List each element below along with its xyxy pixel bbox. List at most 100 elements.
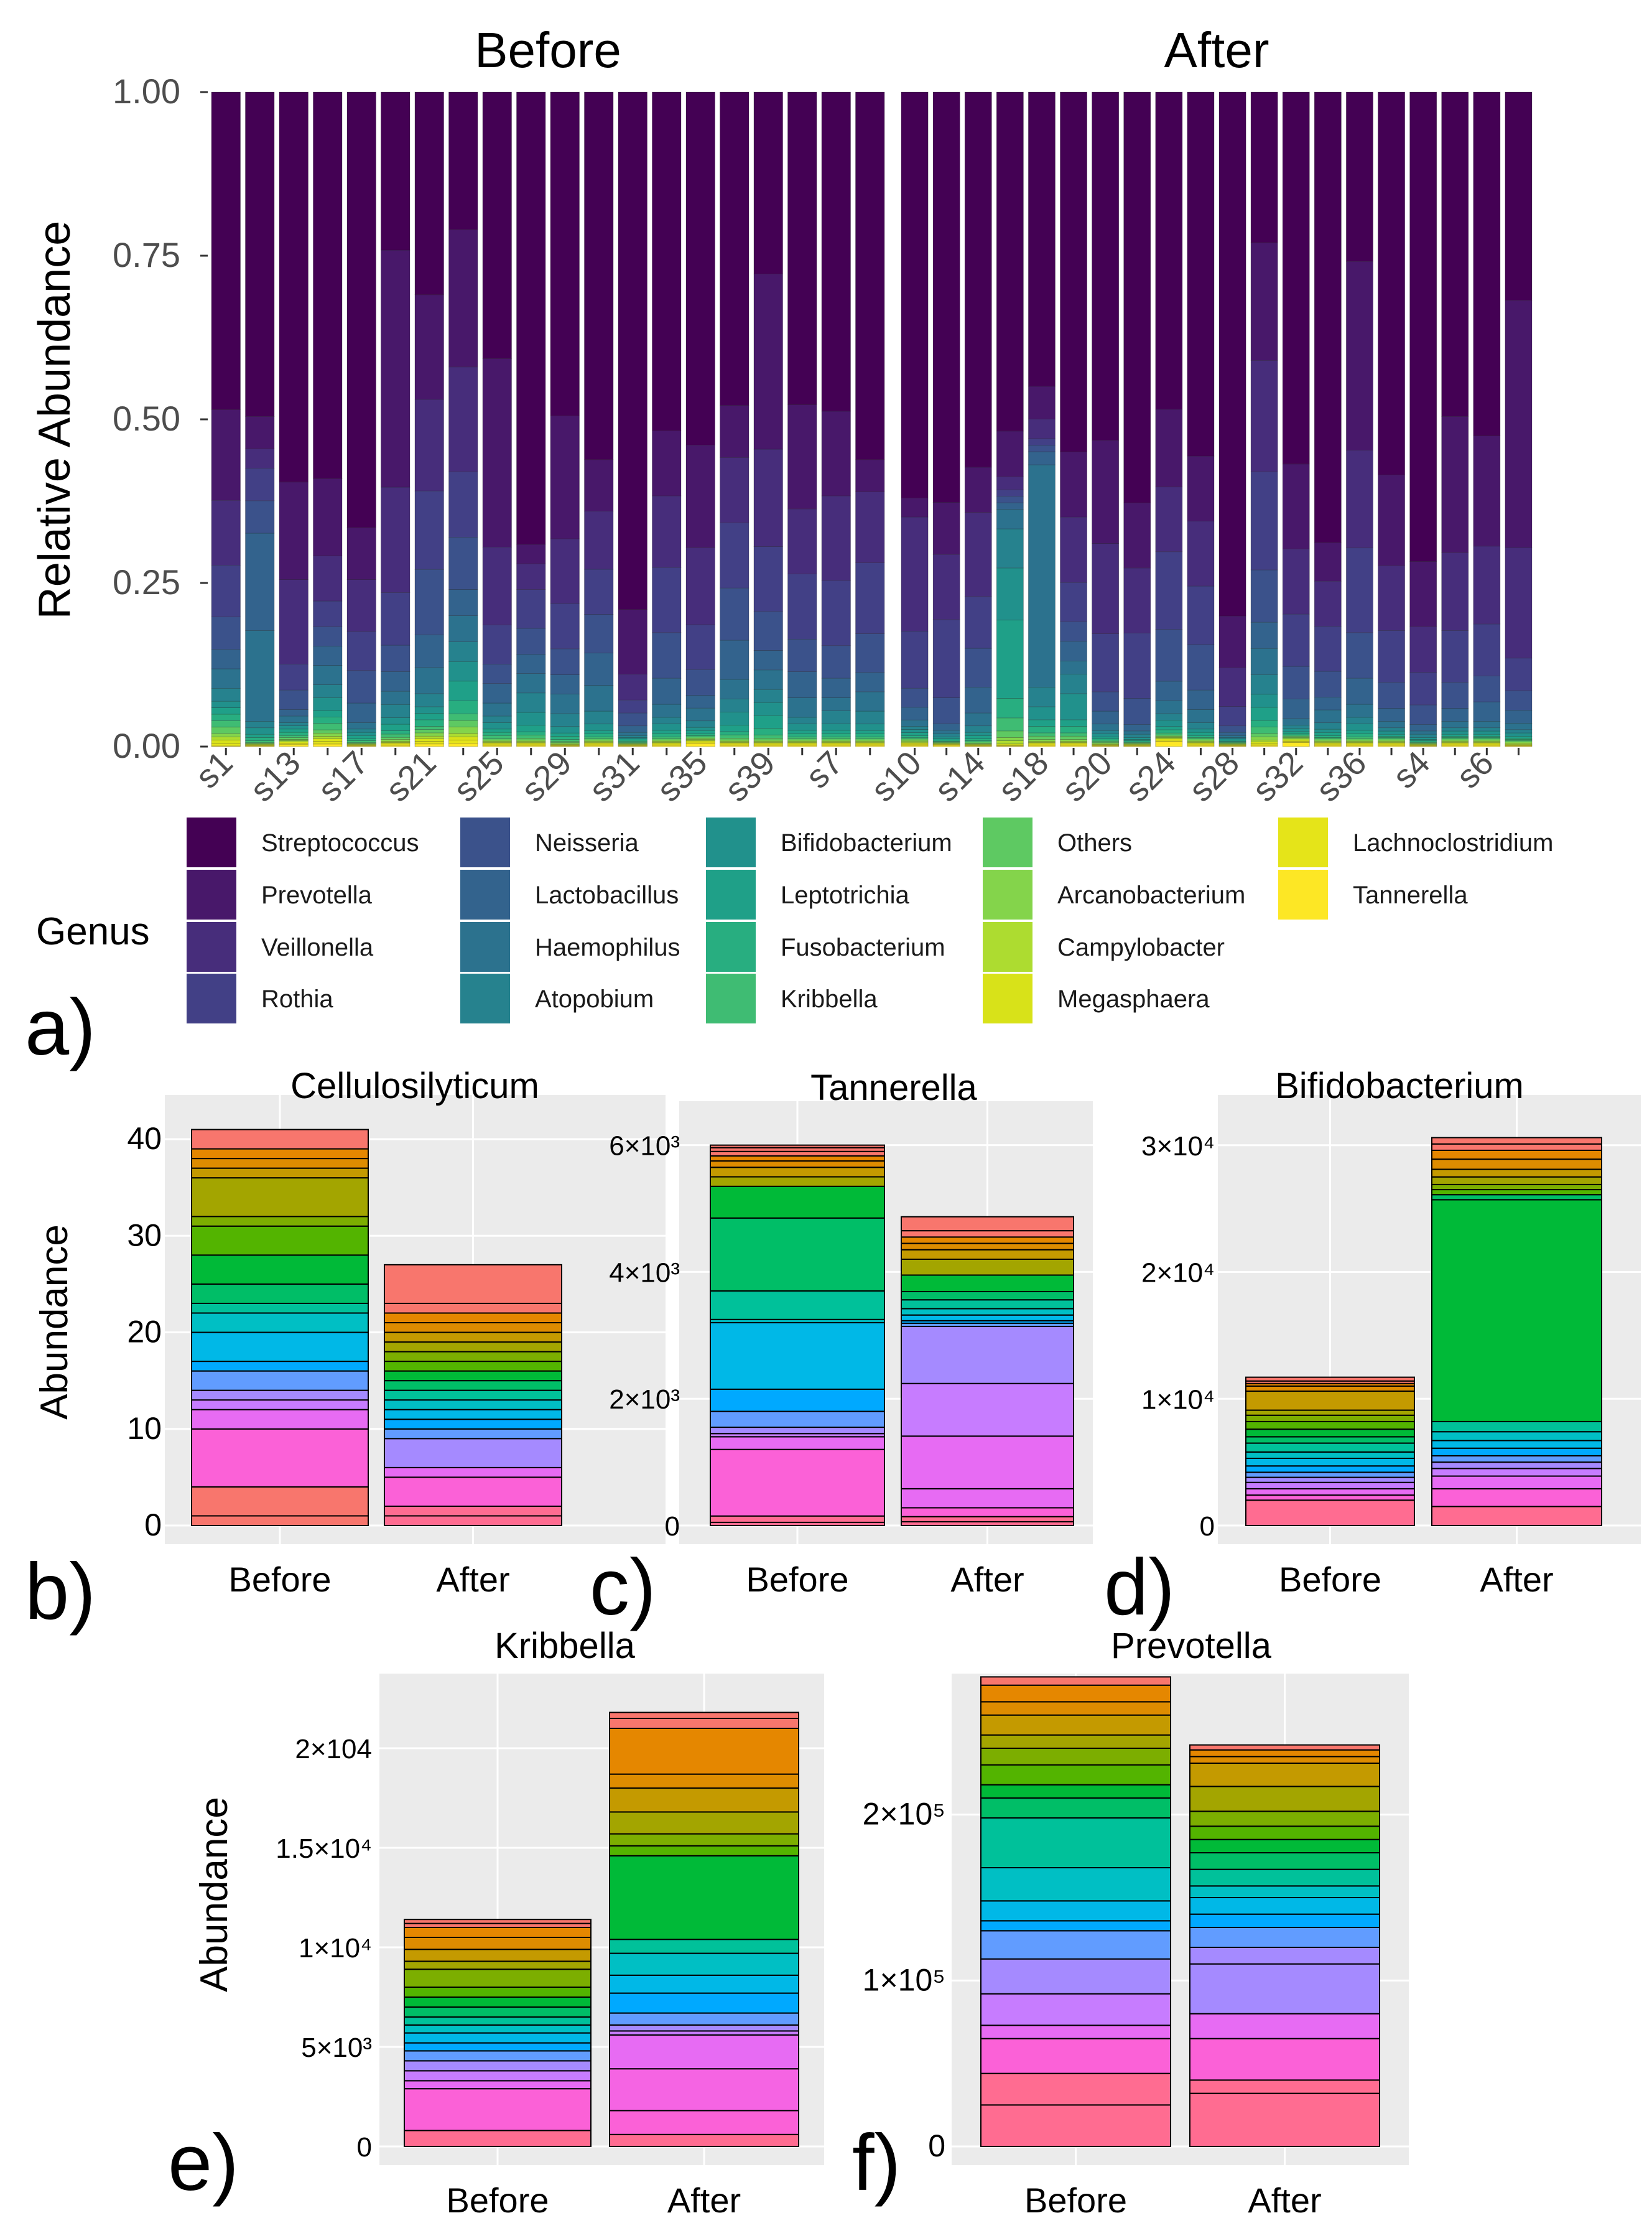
genus-segment	[855, 745, 885, 747]
abundance-segment	[1189, 2038, 1380, 2081]
genus-segment	[313, 743, 343, 747]
genus-segment	[1250, 736, 1278, 740]
abundance-segment	[191, 1370, 369, 1391]
genus-segment	[1473, 676, 1501, 702]
genus-segment	[652, 724, 682, 731]
genus-segment	[720, 740, 749, 742]
x-tick-label: After	[667, 2181, 741, 2213]
genus-segment	[685, 734, 715, 736]
abundance-segment	[980, 1867, 1171, 1902]
genus-segment	[313, 710, 343, 717]
genus-segment	[245, 91, 275, 417]
genus-segment	[1378, 738, 1405, 740]
genus-segment	[1060, 743, 1087, 746]
genus-segment	[245, 630, 275, 722]
facet-title: After	[1164, 22, 1269, 78]
abundance-segment	[901, 1290, 1074, 1301]
genus-segment	[448, 743, 478, 747]
genus-segment	[685, 695, 715, 709]
legend-swatch	[706, 870, 756, 920]
genus-segment	[516, 692, 546, 713]
genus-segment	[932, 740, 960, 742]
genus-segment	[313, 732, 343, 737]
genus-segment	[414, 706, 444, 714]
genus-segment	[381, 249, 411, 488]
genus-segment	[1028, 735, 1056, 740]
genus-segment	[279, 715, 309, 723]
genus-segment	[1092, 733, 1119, 737]
abundance-segment	[609, 1787, 799, 1813]
genus-segment	[685, 730, 715, 734]
genus-segment	[1314, 738, 1342, 740]
genus-segment	[245, 727, 275, 735]
abundance-segment	[901, 1242, 1074, 1251]
genus-segment	[414, 693, 444, 707]
abundance-segment	[609, 1773, 799, 1789]
genus-segment	[753, 742, 783, 745]
genus-segment	[313, 717, 343, 724]
genus-segment	[211, 733, 241, 737]
x-tick-label: s35	[650, 744, 715, 809]
abundance-segment	[1245, 1409, 1415, 1416]
genus-segment	[245, 743, 275, 745]
genus-segment	[1505, 739, 1533, 741]
abundance-segment	[710, 1427, 885, 1435]
genus-segment	[787, 508, 817, 574]
genus-segment	[1409, 704, 1437, 725]
abundance-segment	[1245, 1471, 1415, 1478]
genus-segment	[1218, 91, 1246, 617]
abundance-segment	[1431, 1431, 1602, 1442]
genus-segment	[482, 738, 512, 740]
genus-segment	[964, 648, 992, 687]
abundance-segment	[901, 1326, 1074, 1384]
genus-segment	[1250, 745, 1278, 747]
genus-segment	[516, 589, 546, 629]
legend-item: Prevotella	[187, 870, 373, 920]
abundance-segment	[191, 1302, 369, 1314]
genus-segment	[720, 640, 749, 680]
sample-bar	[1282, 91, 1310, 747]
sample-bar	[821, 91, 851, 747]
genus-segment	[996, 737, 1024, 741]
genus-segment	[550, 694, 580, 714]
genus-segment	[516, 735, 546, 738]
y-tick-label: 1×10⁴	[1141, 1384, 1215, 1415]
genus-segment	[448, 736, 478, 740]
genus-segment	[1250, 91, 1278, 243]
abundance-segment	[710, 1167, 885, 1178]
genus-segment	[1505, 742, 1533, 744]
legend-swatch	[187, 870, 236, 920]
genus-segment	[901, 742, 929, 745]
genus-segment	[1092, 743, 1119, 745]
genus-segment	[381, 671, 411, 692]
abundance-segment	[901, 1249, 1074, 1260]
genus-segment	[996, 730, 1024, 738]
genus-segment	[720, 741, 749, 743]
genus-segment	[381, 717, 411, 725]
genus-segment	[652, 745, 682, 747]
legend-label: Atopobium	[535, 985, 654, 1013]
genus-segment	[1028, 732, 1056, 737]
genus-segment	[1346, 91, 1373, 262]
legend-item: Bifidobacterium	[706, 818, 952, 867]
stacked-bar	[404, 1919, 592, 2147]
genus-segment	[1092, 741, 1119, 743]
sample-bar	[211, 91, 241, 747]
genus-segment	[313, 738, 343, 742]
genus-segment	[279, 735, 309, 738]
genus-segment	[753, 745, 783, 747]
y-tick-label: 1×10⁵	[863, 1962, 945, 1997]
genus-segment	[346, 579, 376, 632]
genus-segment	[211, 500, 241, 566]
stacked-bar	[609, 1712, 799, 2148]
abundance-segment	[980, 2104, 1171, 2147]
legend-swatch	[460, 870, 510, 920]
sample-bar	[279, 91, 309, 747]
genus-segment	[720, 725, 749, 732]
genus-segment	[313, 665, 343, 685]
genus-segment	[652, 736, 682, 739]
genus-segment	[1473, 721, 1501, 729]
genus-segment	[1505, 743, 1533, 745]
genus-segment	[652, 431, 682, 496]
genus-segment	[753, 715, 783, 729]
